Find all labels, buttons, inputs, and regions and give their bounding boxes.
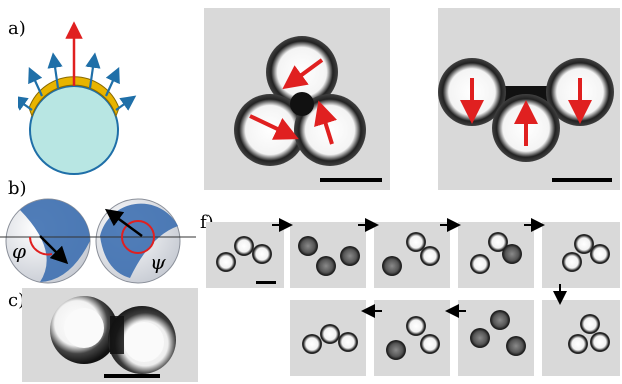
- psi-angle-label: ψ: [150, 250, 166, 274]
- panel-c-label: c): [8, 290, 26, 311]
- sequence-frame-8: [458, 300, 534, 376]
- sequence-frame-1: [206, 222, 284, 288]
- sequence-arrows: [272, 218, 567, 318]
- panel-c-micrograph: [22, 288, 198, 382]
- panel-b-diagram: φ ψ: [0, 196, 196, 286]
- panel-f-label: f): [200, 212, 214, 233]
- sequence-frame-2: [290, 222, 366, 288]
- sequence-frame-4: [458, 222, 534, 288]
- janus-sphere: [29, 85, 119, 175]
- panel-b-label: b): [8, 178, 27, 199]
- panel-d-micrograph: [204, 8, 390, 190]
- sequence-frame-6: [290, 300, 366, 376]
- sequence-frame-5: [542, 222, 620, 288]
- panel-a-diagram: [18, 20, 148, 180]
- panel-a-label: a): [8, 18, 26, 39]
- phi-angle-label: φ: [12, 239, 26, 263]
- scale-bar-c: [104, 374, 160, 378]
- scale-bar-d: [320, 178, 382, 182]
- scale-bar-e: [552, 178, 612, 182]
- panel-e-micrograph: [438, 8, 620, 190]
- blue-arrows: [18, 52, 137, 111]
- sequence-frame-3: [374, 222, 450, 288]
- sequence-frame-7: [374, 300, 450, 376]
- sequence-frame-9: [542, 300, 620, 376]
